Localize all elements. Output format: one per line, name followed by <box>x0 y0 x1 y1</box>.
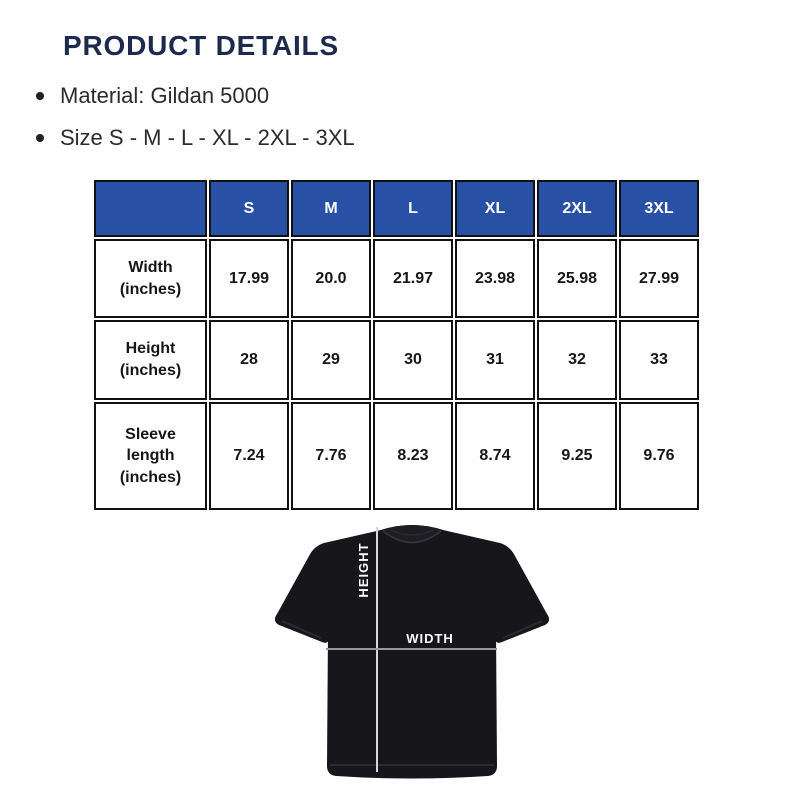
height-axis-label: HEIGHT <box>356 542 371 597</box>
size-value-cell: 9.25 <box>537 402 617 510</box>
row-label-cell: Sleeve length (inches) <box>94 402 207 510</box>
table-header-row: S M L XL 2XL 3XL <box>94 180 699 237</box>
list-item: Material: Gildan 5000 <box>36 82 355 110</box>
size-value-cell: 7.24 <box>209 402 289 510</box>
size-column-header: XL <box>455 180 535 237</box>
bullet-dot-icon <box>36 134 44 142</box>
size-value-cell: 23.98 <box>455 239 535 318</box>
row-label-cell: Height (inches) <box>94 320 207 400</box>
size-chart-table: S M L XL 2XL 3XL Width (inches) 17.99 20… <box>92 178 701 512</box>
size-value-cell: 32 <box>537 320 617 400</box>
size-value-cell: 30 <box>373 320 453 400</box>
size-value-cell: 21.97 <box>373 239 453 318</box>
size-value-cell: 20.0 <box>291 239 371 318</box>
size-value-cell: 7.76 <box>291 402 371 510</box>
collar-back-seam <box>390 529 434 536</box>
size-value-cell: 29 <box>291 320 371 400</box>
page-title: PRODUCT DETAILS <box>63 30 339 61</box>
size-value-cell: 17.99 <box>209 239 289 318</box>
sleeve-stitch-right <box>502 620 543 639</box>
size-value-cell: 27.99 <box>619 239 699 318</box>
tshirt-diagram: HEIGHT WIDTH <box>274 525 550 779</box>
size-column-header: 2XL <box>537 180 617 237</box>
size-value-cell: 25.98 <box>537 239 617 318</box>
size-value-cell: 33 <box>619 320 699 400</box>
sizes-text: Size S - M - L - XL - 2XL - 3XL <box>60 125 355 150</box>
bullet-list: Material: Gildan 5000 Size S - M - L - X… <box>36 82 355 166</box>
size-column-header: M <box>291 180 371 237</box>
table-row: Height (inches) 28 29 30 31 32 33 <box>94 320 699 400</box>
size-value-cell: 31 <box>455 320 535 400</box>
bullet-dot-icon <box>36 92 44 100</box>
table-row: Width (inches) 17.99 20.0 21.97 23.98 25… <box>94 239 699 318</box>
size-value-cell: 9.76 <box>619 402 699 510</box>
size-column-header: 3XL <box>619 180 699 237</box>
size-value-cell: 8.74 <box>455 402 535 510</box>
size-column-header: S <box>209 180 289 237</box>
collar-seam <box>382 530 442 544</box>
table-row: Sleeve length (inches) 7.24 7.76 8.23 8.… <box>94 402 699 510</box>
sleeve-stitch-left <box>281 620 322 639</box>
corner-cell <box>94 180 207 237</box>
tshirt-shape <box>274 525 550 779</box>
size-column-header: L <box>373 180 453 237</box>
row-label-cell: Width (inches) <box>94 239 207 318</box>
size-value-cell: 8.23 <box>373 402 453 510</box>
material-text: Material: Gildan 5000 <box>60 83 270 108</box>
list-item: Size S - M - L - XL - 2XL - 3XL <box>36 124 355 152</box>
width-axis-label: WIDTH <box>406 631 454 646</box>
size-value-cell: 28 <box>209 320 289 400</box>
